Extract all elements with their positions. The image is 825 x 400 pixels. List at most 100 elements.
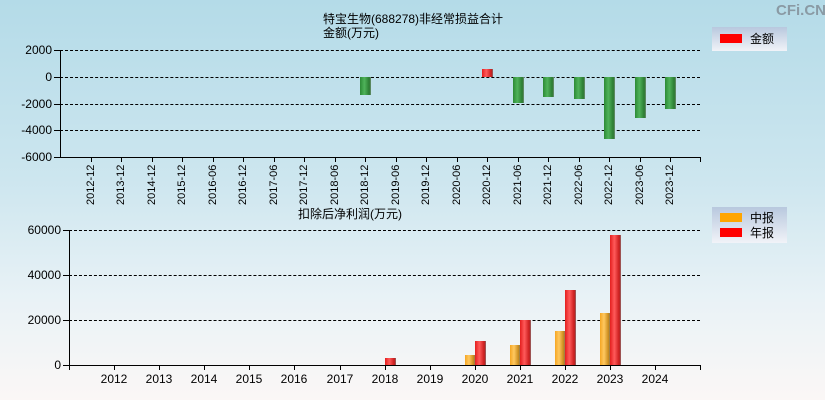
x-tick-label: 2020-06 <box>451 164 463 205</box>
legend-label: 金额 <box>750 32 775 46</box>
y-tick-label: 0 <box>45 70 52 84</box>
y-tick-mark <box>63 230 69 231</box>
legend-label: 中报 <box>750 211 775 225</box>
y-tick-mark <box>54 104 60 105</box>
x-axis-line <box>60 157 700 158</box>
y-tick-label: 60000 <box>27 223 61 237</box>
x-tick-mark <box>274 157 275 162</box>
x-tick-label: 2019-06 <box>390 164 402 205</box>
x-tick-mark <box>121 157 122 162</box>
x-tick-label: 2023-06 <box>634 164 646 205</box>
x-tick-mark <box>182 157 183 162</box>
legend-item-annual[interactable]: 年报 <box>712 225 787 240</box>
bar-interim[interactable] <box>510 344 520 365</box>
y-tick-label: 40000 <box>27 268 61 282</box>
x-tick-label: 2013-12 <box>115 164 127 205</box>
y-tick-label: 0 <box>54 358 61 372</box>
x-tick-label: 2017-12 <box>298 164 310 205</box>
x-tick-label: 2023 <box>596 372 624 386</box>
bar-negative[interactable] <box>360 76 371 96</box>
x-tick-label: 2020 <box>461 372 489 386</box>
gridline <box>69 275 700 276</box>
gridline <box>60 130 700 131</box>
y-tick-mark <box>54 77 60 78</box>
x-tick-label: 2019 <box>416 372 444 386</box>
x-tick-label: 2024 <box>641 372 669 386</box>
chart1-legend: 金额 <box>712 27 787 51</box>
chart2-legend: 中报 年报 <box>712 207 787 243</box>
x-tick-mark <box>396 157 397 162</box>
bar-negative[interactable] <box>574 76 585 100</box>
watermark: CFi.CN <box>776 2 825 19</box>
x-tick-label: 2012-12 <box>85 164 97 205</box>
x-tick-label: 2022-12 <box>603 164 615 205</box>
bar-annual[interactable] <box>565 289 576 365</box>
x-tick-mark <box>700 365 701 370</box>
x-axis-line <box>69 365 700 366</box>
x-tick-mark <box>700 157 701 162</box>
y-tick-mark <box>63 365 69 366</box>
bar-annual[interactable] <box>385 358 396 365</box>
y-axis-line <box>69 230 70 365</box>
x-tick-label: 2014 <box>190 372 218 386</box>
x-tick-mark <box>487 157 488 162</box>
x-tick-label: 2021-06 <box>512 164 524 205</box>
bar-annual[interactable] <box>520 320 531 365</box>
y-tick-mark <box>54 130 60 131</box>
x-tick-mark <box>475 365 476 370</box>
x-tick-label: 2022-06 <box>573 164 585 205</box>
chart1-subtitle: 金额(万元) <box>323 26 379 40</box>
x-tick-label: 2021 <box>506 372 534 386</box>
bar-negative[interactable] <box>635 76 646 119</box>
y-tick-mark <box>54 50 60 51</box>
x-tick-label: 2012 <box>100 372 128 386</box>
bar-negative[interactable] <box>604 76 615 139</box>
x-tick-label: 2018-12 <box>359 164 371 205</box>
x-tick-mark <box>243 157 244 162</box>
x-tick-mark <box>365 157 366 162</box>
bar-negative[interactable] <box>513 76 524 103</box>
bar-positive[interactable] <box>482 68 493 77</box>
x-tick-mark <box>385 365 386 370</box>
x-tick-label: 2016 <box>280 372 308 386</box>
bar-interim[interactable] <box>600 312 610 365</box>
x-tick-label: 2013 <box>145 372 173 386</box>
x-tick-label: 2014-12 <box>146 164 158 205</box>
bar-interim[interactable] <box>465 355 475 365</box>
y-tick-mark <box>54 157 60 158</box>
gridline <box>69 320 700 321</box>
x-tick-mark <box>91 157 92 162</box>
x-tick-mark <box>304 157 305 162</box>
x-tick-mark <box>340 365 341 370</box>
x-tick-mark <box>204 365 205 370</box>
gridline <box>60 104 700 105</box>
y-tick-mark <box>63 320 69 321</box>
x-tick-label: 2015-12 <box>176 164 188 205</box>
bar-negative[interactable] <box>665 76 676 109</box>
x-tick-label: 2022 <box>551 372 579 386</box>
x-tick-mark <box>670 157 671 162</box>
x-tick-mark <box>213 157 214 162</box>
bar-negative[interactable] <box>543 76 554 97</box>
x-tick-label: 2018 <box>371 372 399 386</box>
legend-item-amount[interactable]: 金额 <box>712 31 787 46</box>
x-tick-label: 2020-12 <box>481 164 493 205</box>
y-axis-line <box>60 50 61 157</box>
bar-annual[interactable] <box>610 234 621 365</box>
x-tick-label: 2016-06 <box>207 164 219 205</box>
x-tick-label: 2015 <box>235 372 263 386</box>
x-tick-label: 2017-06 <box>268 164 280 205</box>
y-tick-label: -4000 <box>21 123 52 137</box>
x-tick-mark <box>335 157 336 162</box>
x-tick-mark <box>294 365 295 370</box>
x-tick-mark <box>457 157 458 162</box>
bar-interim[interactable] <box>555 331 565 365</box>
y-tick-label: -6000 <box>21 150 52 164</box>
x-tick-mark <box>609 157 610 162</box>
bar-annual[interactable] <box>475 340 486 365</box>
legend-item-interim[interactable]: 中报 <box>712 210 787 225</box>
gridline <box>69 230 700 231</box>
legend-swatch-orange <box>720 213 742 222</box>
chart1-title: 特宝生物(688278)非经常损益合计 <box>323 12 504 26</box>
x-tick-label: 2021-12 <box>542 164 554 205</box>
